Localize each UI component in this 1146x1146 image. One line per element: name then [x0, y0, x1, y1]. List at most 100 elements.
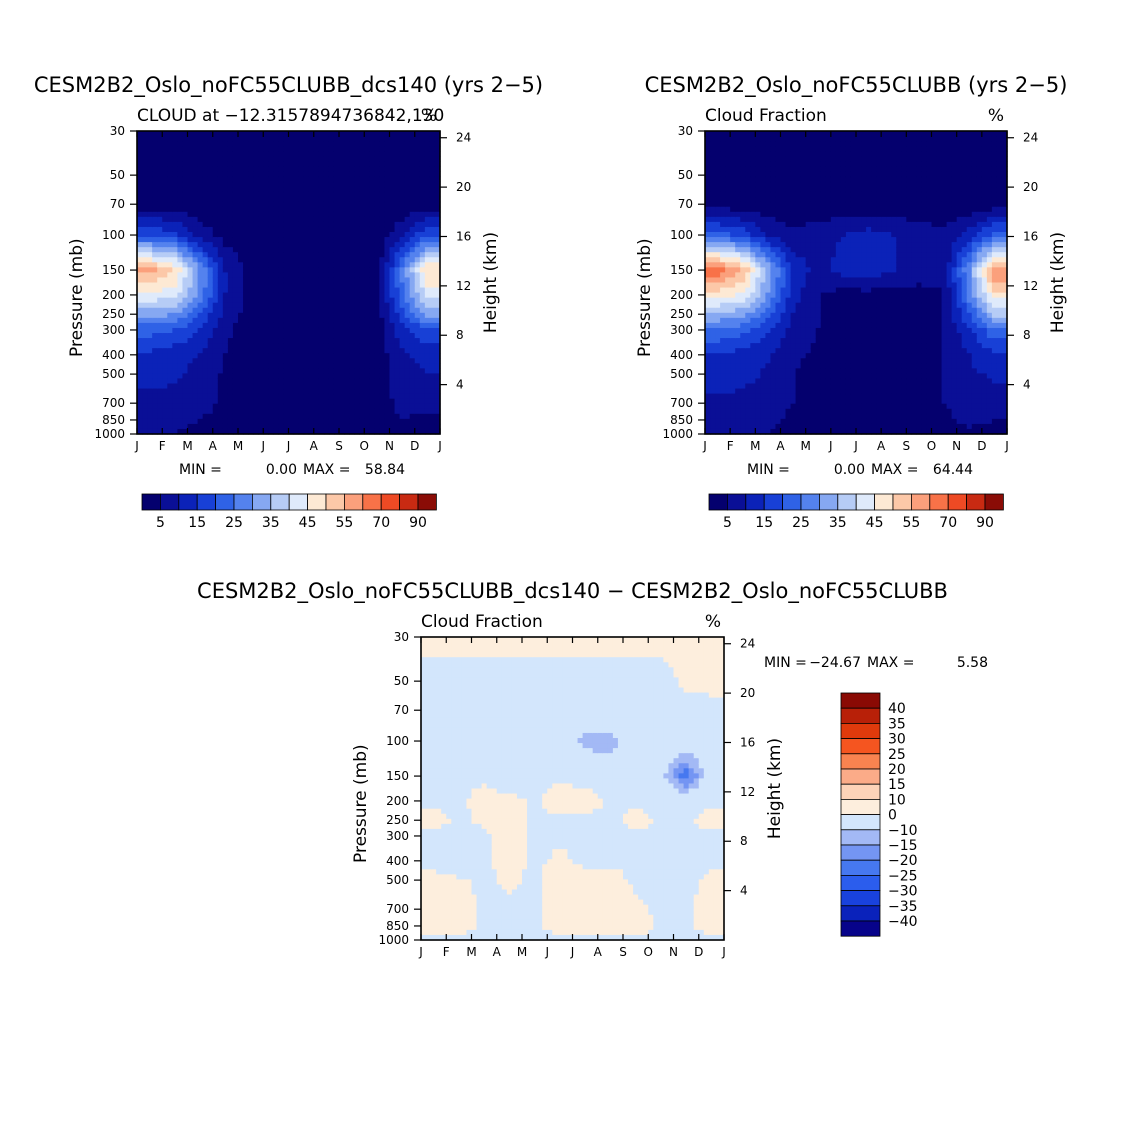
contour-cell — [238, 413, 244, 420]
contour-cell — [217, 221, 224, 228]
contour-cell — [364, 312, 370, 319]
contour-cell — [283, 171, 290, 178]
contour-cell — [344, 297, 350, 304]
contour-cell — [212, 423, 219, 430]
contour-cell — [318, 408, 325, 415]
contour-cell — [167, 136, 173, 142]
contour-cell — [207, 201, 214, 208]
contour-cell — [238, 327, 244, 334]
contour-cell — [137, 363, 143, 369]
contour-cell — [182, 302, 189, 309]
contour-cell — [429, 312, 436, 319]
contour-cell — [318, 297, 325, 304]
contour-cell — [800, 171, 807, 178]
contour-cell — [147, 297, 153, 304]
contour-cell — [389, 408, 396, 415]
contour-cell — [182, 257, 189, 263]
contour-cell — [770, 423, 777, 430]
contour-cell — [212, 191, 219, 198]
contour-cell — [308, 297, 315, 304]
contour-cell — [157, 237, 163, 243]
contour-cell — [805, 211, 812, 218]
contour-cell — [147, 327, 153, 334]
contour-cell — [162, 136, 168, 142]
contour-cell — [248, 161, 254, 167]
contour-cell — [374, 358, 380, 364]
contour-cell — [328, 176, 335, 183]
contour-cell — [313, 166, 320, 172]
contour-cell — [258, 267, 264, 273]
contour-cell — [137, 242, 143, 248]
contour-cell — [339, 373, 345, 380]
contour-cell — [137, 262, 143, 268]
contour-cell — [419, 343, 426, 349]
contour-cell — [404, 423, 411, 430]
contour-cell — [293, 322, 300, 329]
contour-cell — [394, 368, 401, 374]
contour-cell — [379, 267, 386, 273]
contour-cell — [785, 151, 792, 157]
contour-cell — [273, 247, 279, 253]
contour-cell — [404, 136, 411, 142]
contour-cell — [389, 232, 396, 238]
contour-cell — [182, 343, 189, 349]
contour-cell — [187, 156, 194, 162]
contour-cell — [344, 353, 350, 359]
contour-cell — [389, 166, 396, 172]
contour-cell — [232, 267, 239, 273]
contour-cell — [217, 161, 224, 167]
contour-cell — [323, 216, 330, 223]
contour-cell — [414, 307, 421, 314]
contour-cell — [308, 413, 315, 420]
contour-cell — [222, 216, 229, 223]
contour-cell — [354, 307, 360, 314]
contour-cell — [359, 413, 365, 420]
contour-cell — [333, 287, 340, 294]
contour-cell — [770, 358, 777, 364]
contour-cell — [147, 398, 153, 405]
contour-cell — [197, 398, 204, 405]
contour-cell — [710, 413, 716, 420]
contour-cell — [182, 338, 189, 344]
contour-cell — [399, 358, 406, 364]
contour-cell — [258, 363, 264, 369]
contour-cell — [177, 292, 184, 299]
contour-cell — [359, 348, 365, 354]
contour-cell — [293, 282, 300, 289]
contour-cell — [404, 292, 411, 299]
contour-cell — [318, 307, 325, 314]
contour-cell — [328, 237, 335, 243]
contour-cell — [359, 423, 365, 430]
contour-cell — [232, 388, 239, 395]
contour-cell — [364, 171, 370, 178]
contour-cell — [288, 383, 295, 390]
contour-cell — [222, 146, 229, 152]
contour-cell — [344, 226, 350, 233]
contour-cell — [278, 181, 285, 188]
contour-cell — [142, 216, 148, 223]
contour-cell — [349, 358, 355, 364]
contour-cell — [328, 413, 335, 420]
contour-cell — [349, 383, 355, 390]
contour-cell — [172, 211, 178, 218]
contour-cell — [755, 196, 761, 203]
contour-cell — [212, 348, 219, 354]
contour-cell — [750, 378, 756, 385]
contour-cell — [775, 232, 782, 238]
contour-cell — [293, 348, 300, 354]
contour-cell — [187, 408, 194, 415]
contour-cell — [765, 262, 772, 268]
contour-cell — [384, 196, 391, 203]
contour-cell — [142, 277, 148, 284]
contour-cell — [323, 232, 330, 238]
contour-cell — [258, 393, 264, 400]
contour-cell — [258, 418, 264, 425]
contour-cell — [323, 368, 330, 374]
contour-cell — [750, 353, 756, 359]
contour-cell — [715, 211, 721, 218]
contour-cell — [790, 338, 797, 344]
contour-cell — [795, 186, 802, 193]
contour-cell — [790, 166, 797, 172]
contour-cell — [364, 418, 370, 425]
contour-cell — [227, 383, 234, 390]
